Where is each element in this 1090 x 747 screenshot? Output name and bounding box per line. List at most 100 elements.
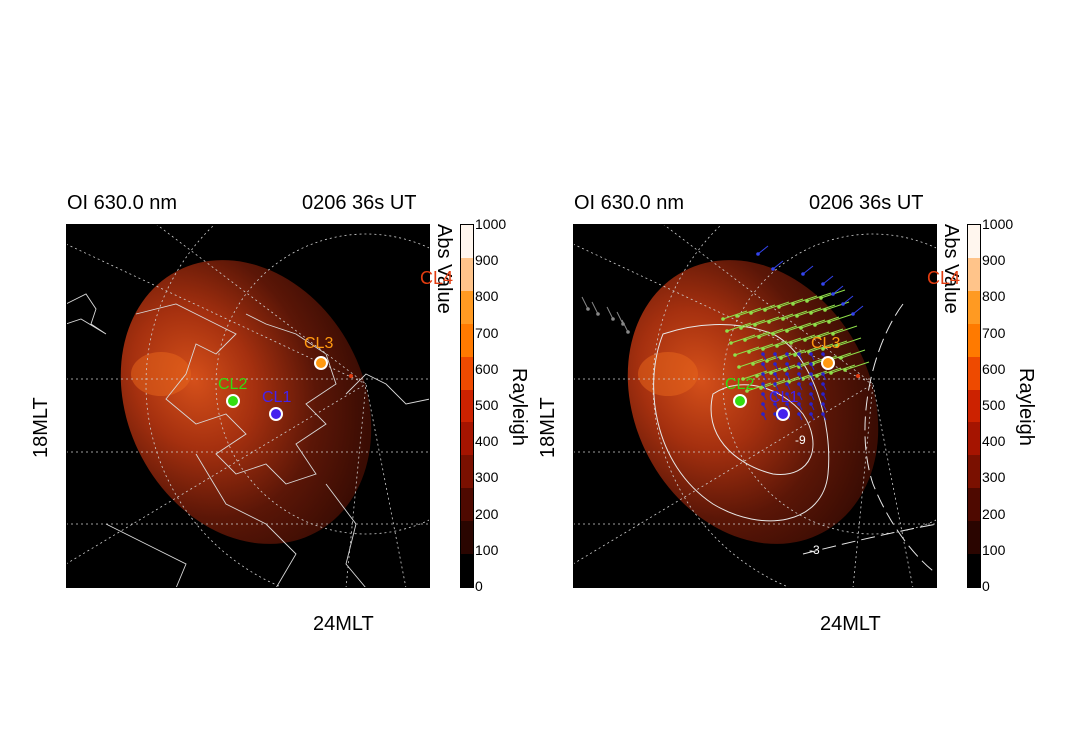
- colorbar-tick-label: 300: [982, 469, 1006, 486]
- flow-vectors: [581, 245, 870, 421]
- colorbar-segment: [968, 257, 980, 291]
- flow-vector-origin: [733, 353, 737, 357]
- flow-vector-origin: [821, 352, 825, 356]
- flow-vector-origin: [841, 302, 845, 306]
- flow-vector-origin: [819, 296, 823, 300]
- flow-vector-origin: [767, 320, 771, 324]
- flow-vector-origin: [797, 372, 801, 376]
- flow-vector: [830, 364, 856, 374]
- flow-vector-origin: [777, 305, 781, 309]
- colorbar-segment: [968, 422, 980, 456]
- flow-vector-origin: [785, 392, 789, 396]
- colorbar-segment: [968, 455, 980, 489]
- flow-vector: [746, 382, 772, 392]
- flow-vector-origin: [835, 344, 839, 348]
- flow-vector-origin: [809, 402, 813, 406]
- colorbar-segment: [461, 290, 473, 324]
- flow-vector-origin: [839, 356, 843, 360]
- flow-vector: [768, 313, 794, 323]
- flow-vector-origin: [765, 359, 769, 363]
- flow-vector-origin: [809, 311, 813, 315]
- bright-patch: [131, 352, 191, 396]
- flow-vector-origin: [821, 412, 825, 416]
- flow-vector-origin: [799, 326, 803, 330]
- colorbar-segment: [968, 225, 980, 258]
- flow-vector: [726, 322, 752, 332]
- flow-vector-origin: [745, 389, 749, 393]
- flow-vector-origin: [829, 371, 833, 375]
- left-panel: OI 630.0 nm 0206 36s UT: [0, 190, 530, 650]
- station-markers: CL1 CL2 CL3: [218, 335, 353, 421]
- flow-vector-origin: [791, 302, 795, 306]
- flow-vector: [740, 319, 766, 329]
- flow-vector: [730, 334, 756, 344]
- contour-dashed: [864, 303, 937, 575]
- colorbar-segment: [968, 389, 980, 423]
- flow-vector-origin: [626, 330, 630, 334]
- flow-vector-origin: [831, 292, 835, 296]
- colorbar-segment: [461, 455, 473, 489]
- flow-vector: [770, 364, 796, 374]
- flow-vector-origin: [809, 352, 813, 356]
- station-cl3-label: CL3: [811, 335, 840, 352]
- flow-vector-origin: [797, 352, 801, 356]
- axis-left-label-wrap: 18MLT: [537, 338, 567, 458]
- flow-vector-origin: [763, 308, 767, 312]
- flow-vector: [780, 349, 806, 359]
- axis-left-label: 18MLT: [30, 397, 52, 458]
- flow-vector: [744, 331, 770, 341]
- panel-title: OI 630.0 nm: [574, 192, 685, 214]
- flow-vector: [760, 379, 786, 389]
- flow-vector: [606, 306, 614, 320]
- flow-vector-origin: [821, 382, 825, 386]
- contour-label: -9: [795, 433, 806, 447]
- flow-vector-origin: [771, 267, 775, 271]
- flow-vector: [822, 275, 834, 285]
- flow-vector: [752, 355, 778, 365]
- colorbar-segment: [461, 257, 473, 291]
- flow-vector-origin: [749, 311, 753, 315]
- flow-vector: [814, 316, 840, 326]
- flow-vector-origin: [757, 335, 761, 339]
- colorbar-tick-label: 1000: [475, 216, 507, 232]
- flow-vector: [810, 304, 836, 314]
- flow-vector-origin: [775, 344, 779, 348]
- flow-vector-origin: [596, 312, 600, 316]
- colorbar-tick-label: 700: [475, 324, 499, 341]
- flow-vector: [738, 358, 764, 368]
- axis-bottom-label: 24MLT: [313, 613, 374, 635]
- colorbar-tick-label: 900: [475, 252, 499, 269]
- flow-vector: [782, 310, 808, 320]
- flow-vector-origin: [809, 392, 813, 396]
- flow-vector-origin: [761, 362, 765, 366]
- axis-bottom-label: 24MLT: [820, 613, 881, 635]
- station-markers: CL1 CL2 CL3: [725, 335, 860, 421]
- flow-vector: [802, 265, 814, 275]
- flow-vector-origin: [785, 402, 789, 406]
- flow-vector-origin: [773, 372, 777, 376]
- colorbar-tick-label: 700: [982, 324, 1006, 341]
- flow-vector-origin: [756, 252, 760, 256]
- flow-vector: [822, 340, 848, 350]
- flow-vector-origin: [773, 362, 777, 366]
- station-cl3-label: CL3: [304, 335, 333, 352]
- flow-vector-origin: [737, 365, 741, 369]
- flow-vector-origin: [785, 329, 789, 333]
- station-cl4-label: CL4: [927, 268, 961, 288]
- colorbar-tick-label: 300: [475, 469, 499, 486]
- flow-vector-origin: [797, 362, 801, 366]
- flow-vector-origin: [821, 402, 825, 406]
- flow-vector: [591, 301, 599, 315]
- station-cl4-marker: [856, 374, 860, 378]
- colorbar-segment: [968, 356, 980, 390]
- station-cl3-marker: [821, 356, 835, 370]
- colorbar-label: Rayleigh: [1015, 368, 1037, 446]
- flow-vector-origin: [747, 350, 751, 354]
- colorbar-segment: [461, 488, 473, 522]
- flow-vector-origin: [781, 317, 785, 321]
- flow-vector: [748, 343, 774, 353]
- colorbar-segment: [461, 323, 473, 357]
- flow-vector-origin: [761, 402, 765, 406]
- colorbar-segment: [461, 225, 473, 258]
- flow-vector-origin: [729, 341, 733, 345]
